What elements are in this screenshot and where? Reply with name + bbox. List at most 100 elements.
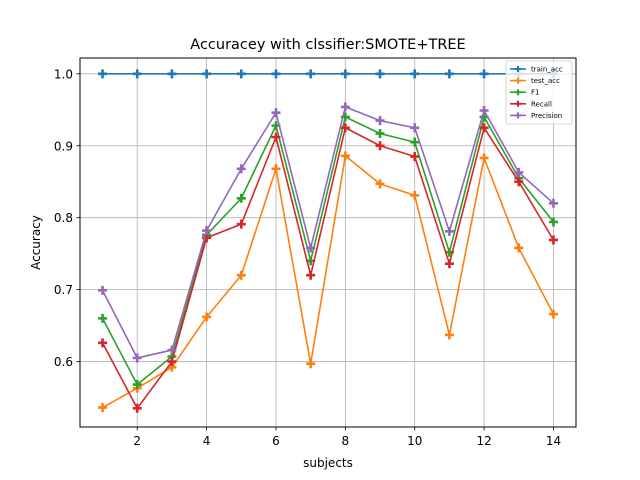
data-point	[340, 151, 350, 161]
data-point	[271, 164, 281, 174]
legend-label: Recall	[531, 100, 552, 108]
data-point	[202, 312, 212, 322]
data-point	[167, 345, 177, 355]
plot-frame	[79, 57, 577, 428]
data-point	[236, 219, 246, 229]
legend-marker	[515, 77, 521, 84]
y-tick-label: 0.6	[54, 355, 73, 369]
legend-label: test_acc	[531, 77, 560, 85]
legend-marker	[515, 89, 521, 96]
legend-label: train_acc	[531, 66, 563, 74]
data-point	[98, 69, 108, 79]
data-point	[444, 259, 454, 269]
data-point	[375, 141, 385, 151]
data-point	[514, 167, 524, 177]
data-point	[306, 243, 316, 253]
series-line	[101, 126, 555, 410]
data-point	[98, 313, 108, 323]
data-point	[306, 270, 316, 280]
legend: train_acc test_acc F1 Recall Precision	[505, 60, 573, 125]
data-point	[410, 190, 420, 200]
axis-ticks: 2 4 6 8 10 12 14 0.6 0.7 0.8 0.9 1.0	[54, 67, 561, 448]
data-point	[479, 69, 489, 79]
x-tick-label: 4	[203, 434, 211, 448]
y-axis-label: Accuracy	[29, 215, 43, 270]
x-tick-label: 10	[407, 434, 422, 448]
series-precision	[98, 102, 558, 363]
series-line	[101, 106, 554, 359]
data-point	[479, 153, 489, 163]
legend-item: train_acc	[510, 66, 563, 74]
data-point	[202, 226, 212, 236]
data-point	[410, 137, 420, 147]
y-tick-label: 0.9	[54, 139, 73, 153]
data-point	[479, 106, 489, 116]
x-tick-label: 6	[272, 434, 280, 448]
data-point	[548, 217, 558, 227]
data-point	[375, 69, 385, 79]
grid	[80, 58, 576, 427]
series-line	[102, 155, 555, 409]
chart-title: Accuracey with clssifier:SMOTE+TREE	[190, 37, 465, 53]
series-train-acc	[98, 69, 558, 79]
legend-marker	[515, 112, 521, 119]
data-point	[271, 108, 281, 118]
y-tick-label: 0.7	[54, 283, 73, 297]
x-tick-label: 12	[476, 434, 491, 448]
legend-item: F1	[510, 89, 539, 97]
x-axis-label: subjects	[303, 456, 353, 470]
legend-box	[505, 60, 573, 125]
data-point	[271, 69, 281, 79]
data-point	[98, 403, 108, 413]
y-tick-label: 0.8	[54, 211, 73, 225]
x-tick-label: 8	[342, 434, 350, 448]
series-line	[101, 116, 555, 386]
data-point	[514, 177, 524, 187]
data-point	[167, 69, 177, 79]
data-point	[98, 285, 108, 295]
data-point	[340, 69, 350, 79]
data-point	[132, 69, 142, 79]
data-point	[132, 380, 142, 390]
data-point	[132, 353, 142, 363]
legend-item: Recall	[510, 100, 552, 108]
data-point	[340, 123, 350, 133]
series-layer	[98, 69, 558, 413]
data-point	[444, 226, 454, 236]
series-test-acc	[98, 151, 558, 413]
data-point	[236, 164, 246, 174]
legend-marker	[515, 66, 521, 72]
data-point	[444, 69, 454, 79]
data-point	[375, 179, 385, 189]
data-point	[548, 309, 558, 319]
data-point	[202, 69, 212, 79]
x-tick-label: 2	[133, 434, 141, 448]
data-point	[167, 357, 177, 367]
data-point	[410, 69, 420, 79]
data-point	[410, 152, 420, 162]
legend-item: Precision	[510, 112, 562, 120]
data-point	[479, 123, 489, 133]
series-recall	[98, 123, 558, 413]
y-tick-label: 1.0	[54, 67, 73, 81]
data-point	[340, 102, 350, 112]
data-point	[132, 403, 142, 413]
data-point	[236, 270, 246, 280]
data-point	[306, 359, 316, 369]
legend-label: F1	[531, 89, 539, 97]
data-point	[98, 338, 108, 348]
data-point	[375, 116, 385, 126]
data-point	[410, 123, 420, 133]
legend-label: Precision	[531, 112, 562, 120]
data-point	[271, 132, 281, 142]
legend-item: test_acc	[510, 77, 560, 85]
data-point	[548, 235, 558, 245]
data-point	[514, 243, 524, 253]
x-tick-label: 14	[546, 434, 561, 448]
data-point	[236, 69, 246, 79]
legend-marker	[515, 100, 521, 107]
data-point	[548, 198, 558, 208]
data-point	[444, 330, 454, 340]
data-point	[236, 193, 246, 203]
